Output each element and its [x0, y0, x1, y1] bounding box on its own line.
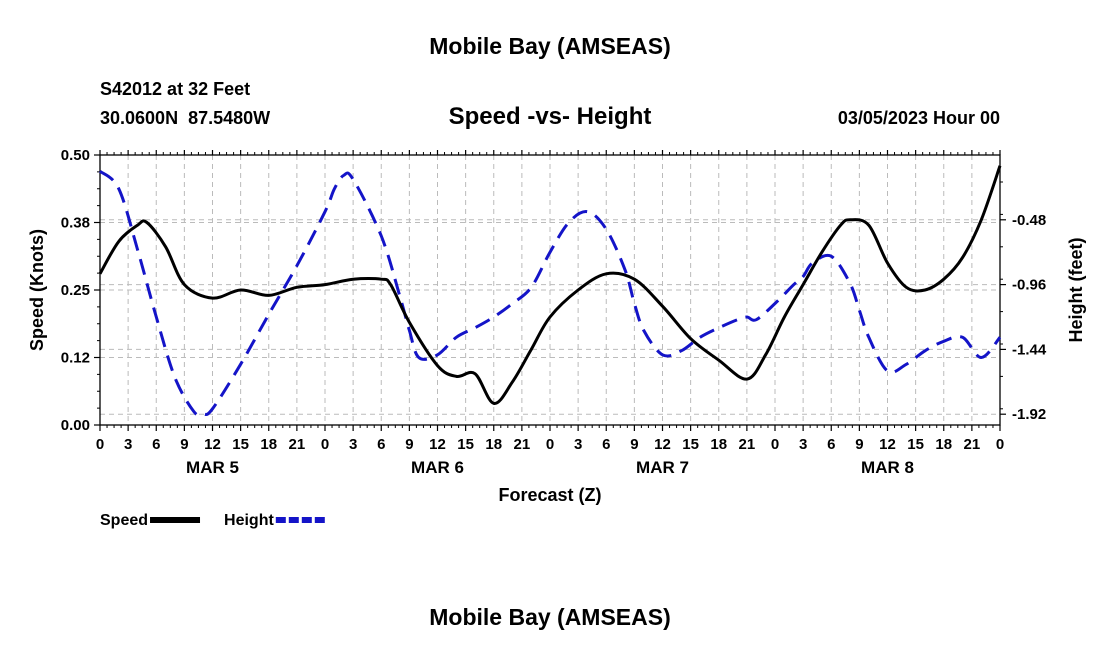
- x-tick-label: 12: [204, 436, 221, 453]
- x-tick-label: 15: [232, 436, 249, 453]
- height-series-line: [98, 169, 1002, 417]
- x-tick-label: 0: [996, 436, 1004, 453]
- x-tick-label: 21: [289, 436, 306, 453]
- y-right-tick-label: -0.96: [1012, 277, 1046, 294]
- footer-title: Mobile Bay (AMSEAS): [429, 604, 671, 630]
- y-axis-left: 0.00 0.12 0.25 0.38 0.50: [61, 147, 100, 434]
- x-tick-label: 9: [180, 436, 188, 453]
- x-tick-label: 15: [682, 436, 699, 453]
- x-tick-label: 18: [260, 436, 277, 453]
- coordinates-label: 30.0600N 87.5480W: [100, 108, 270, 128]
- x-tick-label: 21: [739, 436, 756, 453]
- x-tick-label: 9: [855, 436, 863, 453]
- x-tick-label: 3: [349, 436, 357, 453]
- x-tick-label: 12: [429, 436, 446, 453]
- x-axis-label: Forecast (Z): [498, 485, 601, 505]
- speed-series-line: [98, 165, 1002, 405]
- y-right-tick-label: -1.92: [1012, 406, 1046, 423]
- day-label: MAR 5: [186, 458, 239, 477]
- x-tick-label: 3: [799, 436, 807, 453]
- day-label: MAR 7: [636, 458, 689, 477]
- x-tick-label: 18: [710, 436, 727, 453]
- x-tick-label: 9: [630, 436, 638, 453]
- y-axis-right: -0.48 -0.96 -1.44 -1.92: [1000, 181, 1047, 423]
- chart-title: Mobile Bay (AMSEAS): [429, 33, 671, 59]
- legend-label-height: Height: [224, 512, 274, 529]
- y-left-tick-label: 0.25: [61, 282, 90, 299]
- series-layer: [98, 165, 1002, 417]
- x-tick-label: 3: [124, 436, 132, 453]
- x-tick-label: 12: [879, 436, 896, 453]
- station-label: S42012 at 32 Feet: [100, 79, 250, 99]
- x-tick-label: 0: [546, 436, 554, 453]
- x-tick-label: 0: [321, 436, 329, 453]
- x-tick-label: 6: [602, 436, 610, 453]
- y-axis-left-label: Speed (Knots): [27, 229, 47, 351]
- y-axis-right-label: Height (feet): [1066, 238, 1086, 343]
- y-left-tick-label: 0.00: [61, 417, 90, 434]
- chart-subtitle: Speed -vs- Height: [449, 103, 652, 130]
- legend: Speed Height: [100, 512, 326, 529]
- y-right-tick-label: -0.48: [1012, 212, 1046, 229]
- x-tick-label: 18: [935, 436, 952, 453]
- x-tick-label: 15: [907, 436, 924, 453]
- x-tick-label: 6: [377, 436, 385, 453]
- x-tick-label: 6: [827, 436, 835, 453]
- x-tick-label: 12: [654, 436, 671, 453]
- x-tick-label: 15: [457, 436, 474, 453]
- y-right-tick-label: -1.44: [1012, 341, 1047, 358]
- x-tick-label: 21: [514, 436, 531, 453]
- x-tick-label: 21: [964, 436, 981, 453]
- y-left-tick-label: 0.38: [61, 215, 90, 232]
- x-tick-label: 9: [405, 436, 413, 453]
- forecast-datetime: 03/05/2023 Hour 00: [838, 108, 1000, 128]
- top-axis-ticks: [99, 150, 1001, 155]
- x-axis: 0 3 6 9 12 15 18 21 0 3 6 9 12 15 18 21 0 3 6 9 12 15 18 21 0 3 6 9…: [96, 425, 1004, 477]
- x-tick-label: 0: [96, 436, 104, 453]
- y-left-tick-label: 0.12: [61, 350, 90, 367]
- day-label: MAR 8: [861, 458, 914, 477]
- legend-label-speed: Speed: [100, 512, 148, 529]
- x-tick-label: 18: [485, 436, 502, 453]
- x-tick-label: 3: [574, 436, 582, 453]
- x-tick-label: 0: [771, 436, 779, 453]
- x-tick-label: 6: [152, 436, 160, 453]
- y-left-tick-label: 0.50: [61, 147, 90, 164]
- day-label: MAR 6: [411, 458, 464, 477]
